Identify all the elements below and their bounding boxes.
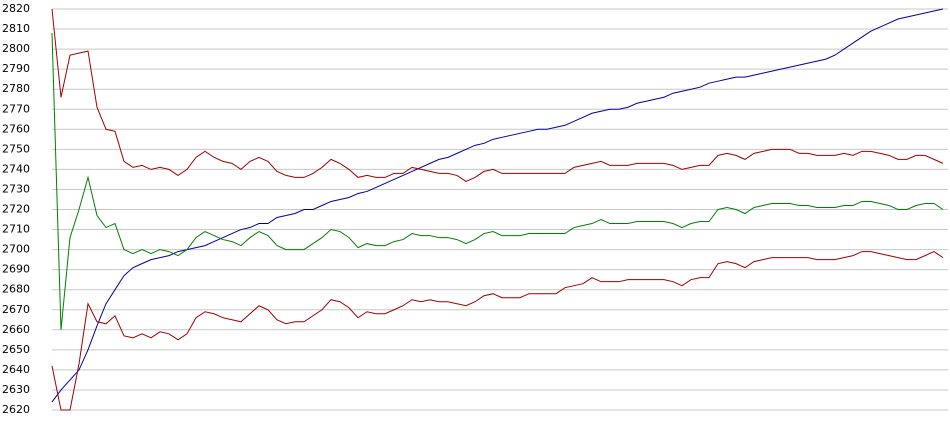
y-tick-label: 2710 xyxy=(2,223,30,236)
y-tick-label: 2760 xyxy=(2,122,30,135)
series-line xyxy=(51,8,944,403)
y-tick-label: 2670 xyxy=(2,303,30,316)
y-tick-label: 2700 xyxy=(2,243,30,256)
y-tick-label: 2620 xyxy=(2,403,30,416)
y-tick-label: 2750 xyxy=(2,142,30,155)
series-line xyxy=(51,251,944,411)
series-line xyxy=(51,33,944,330)
y-tick-label: 2690 xyxy=(2,263,30,276)
y-tick-label: 2730 xyxy=(2,182,30,195)
y-tick-label: 2680 xyxy=(2,283,30,296)
y-tick-label: 2800 xyxy=(2,42,30,55)
y-tick-label: 2660 xyxy=(2,323,30,336)
y-tick-label: 2770 xyxy=(2,102,30,115)
y-tick-label: 2720 xyxy=(2,203,30,216)
y-tick-label: 2650 xyxy=(2,343,30,356)
y-tick-label: 2640 xyxy=(2,363,30,376)
y-tick-label: 2810 xyxy=(2,22,30,35)
y-tick-label: 2820 xyxy=(2,2,30,15)
y-tick-label: 2790 xyxy=(2,62,30,75)
y-tick-label: 2630 xyxy=(2,383,30,396)
y-tick-label: 2740 xyxy=(2,162,30,175)
series-line xyxy=(51,8,944,182)
y-tick-label: 2780 xyxy=(2,82,30,95)
